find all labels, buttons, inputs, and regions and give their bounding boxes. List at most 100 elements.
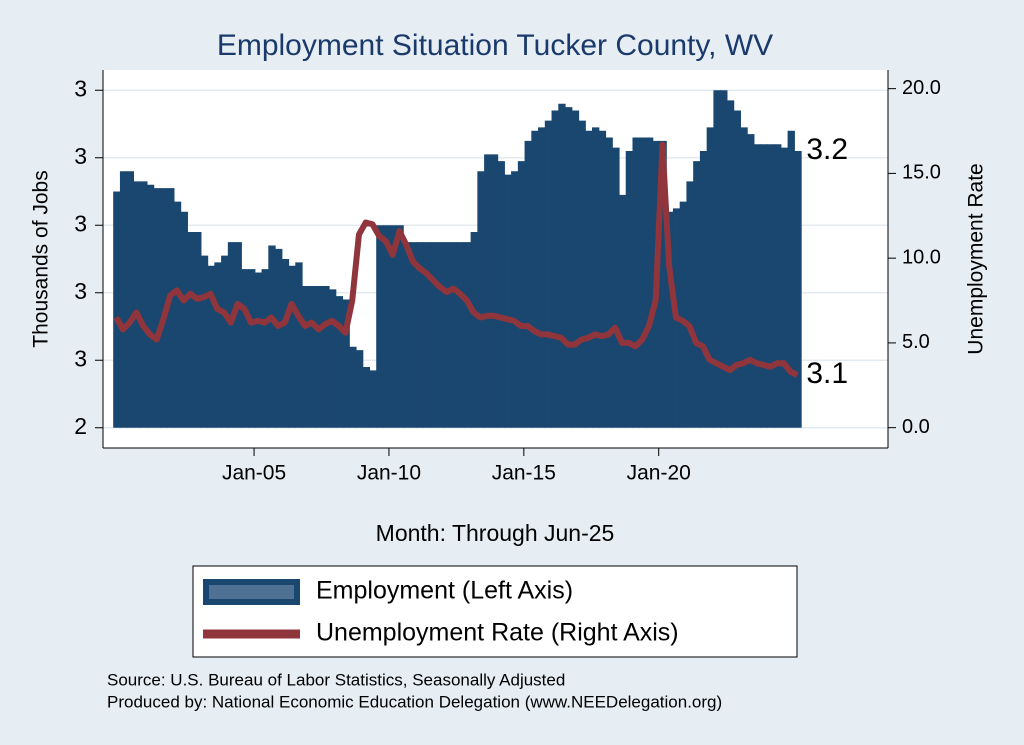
- bar: [551, 110, 559, 428]
- bar: [227, 242, 236, 428]
- bar: [369, 370, 377, 428]
- bar: [342, 299, 350, 428]
- bar: [726, 100, 735, 428]
- bar: [288, 265, 296, 428]
- bar: [511, 171, 519, 428]
- bar: [666, 211, 674, 428]
- bar: [686, 181, 694, 428]
- bar: [355, 350, 364, 428]
- bar: [571, 110, 580, 428]
- bar: [706, 127, 715, 428]
- bar: [753, 144, 762, 428]
- bar: [382, 225, 391, 428]
- bar: [153, 188, 161, 428]
- bar: [214, 262, 222, 428]
- bar: [625, 151, 634, 428]
- x-axis-label: Month: Through Jun-25: [376, 520, 615, 546]
- bar: [322, 286, 330, 428]
- bar: [767, 144, 775, 428]
- bar: [268, 245, 276, 428]
- bar: [585, 130, 593, 428]
- bar: [430, 242, 438, 428]
- bar: [389, 225, 398, 428]
- bar: [504, 174, 512, 428]
- bar: [787, 130, 795, 428]
- bar: [578, 120, 586, 428]
- source-note: Produced by: National Economic Education…: [107, 692, 722, 711]
- bar: [679, 201, 688, 428]
- y2-tick-label: 20.0: [902, 77, 941, 99]
- bar: [538, 127, 546, 428]
- y-tick-label: 3: [74, 278, 87, 304]
- bar: [713, 90, 721, 428]
- bar: [416, 242, 425, 428]
- bar: [221, 255, 229, 428]
- bar: [423, 242, 431, 428]
- source-note: Source: U.S. Bureau of Labor Statistics,…: [107, 670, 565, 689]
- bar: [173, 201, 182, 428]
- bar: [605, 137, 613, 428]
- bar: [328, 289, 337, 428]
- y-tick-label: 3: [74, 210, 87, 236]
- value-label: 3.2: [806, 133, 848, 166]
- chart-title: Employment Situation Tucker County, WV: [217, 29, 773, 62]
- bar: [490, 154, 499, 428]
- y-axis-label: Thousands of Jobs: [30, 170, 53, 347]
- bar: [659, 140, 667, 428]
- bar: [194, 232, 202, 428]
- line: [113, 141, 799, 378]
- y-tick-label: 2: [74, 413, 87, 439]
- y2-tick-label: 0.0: [902, 416, 930, 438]
- bar: [403, 242, 411, 428]
- bar: [409, 242, 418, 428]
- bar: [794, 151, 802, 428]
- bar: [470, 232, 478, 428]
- y-tick-label: 3: [74, 345, 87, 371]
- bar: [747, 134, 755, 428]
- bar: [699, 151, 708, 428]
- y2-axis-label: Unemployment Rate: [965, 163, 988, 354]
- bar: [133, 181, 141, 428]
- bar: [308, 286, 317, 428]
- bar: [484, 154, 492, 428]
- legend-swatch-inner: [209, 585, 294, 599]
- legend-label: Employment (Left Axis): [316, 577, 573, 605]
- bar: [207, 265, 215, 428]
- bar: [261, 269, 269, 428]
- bar: [234, 242, 242, 428]
- bar: [592, 127, 600, 428]
- bar: [457, 242, 465, 428]
- bar: [720, 90, 728, 428]
- bar: [241, 269, 249, 428]
- bar: [531, 130, 539, 428]
- x-tick-label: Jan-20: [627, 462, 691, 485]
- bar: [639, 137, 647, 428]
- bar: [774, 144, 782, 428]
- bar: [517, 161, 526, 428]
- bar: [126, 171, 135, 428]
- bar: [497, 161, 505, 428]
- bar: [315, 286, 323, 428]
- bar: [477, 171, 485, 428]
- bar: [436, 242, 445, 428]
- bar: [645, 137, 654, 428]
- bar: [558, 103, 566, 428]
- bar: [693, 161, 701, 428]
- bar: [565, 107, 573, 428]
- bar: [612, 147, 620, 428]
- bar: [450, 242, 458, 428]
- bar: [544, 120, 553, 428]
- y2-tick-label: 10.0: [902, 246, 941, 268]
- bar: [187, 232, 195, 428]
- bar: [362, 367, 371, 428]
- y2-tick-label: 5.0: [902, 331, 930, 353]
- bar: [349, 346, 357, 428]
- bar: [733, 110, 741, 428]
- x-tick-label: Jan-10: [357, 462, 421, 485]
- bar: [632, 137, 640, 428]
- x-tick-label: Jan-05: [222, 462, 286, 485]
- bar: [618, 194, 627, 428]
- y-tick-label: 3: [74, 143, 87, 169]
- legend-label: Unemployment Rate (Right Axis): [316, 619, 679, 647]
